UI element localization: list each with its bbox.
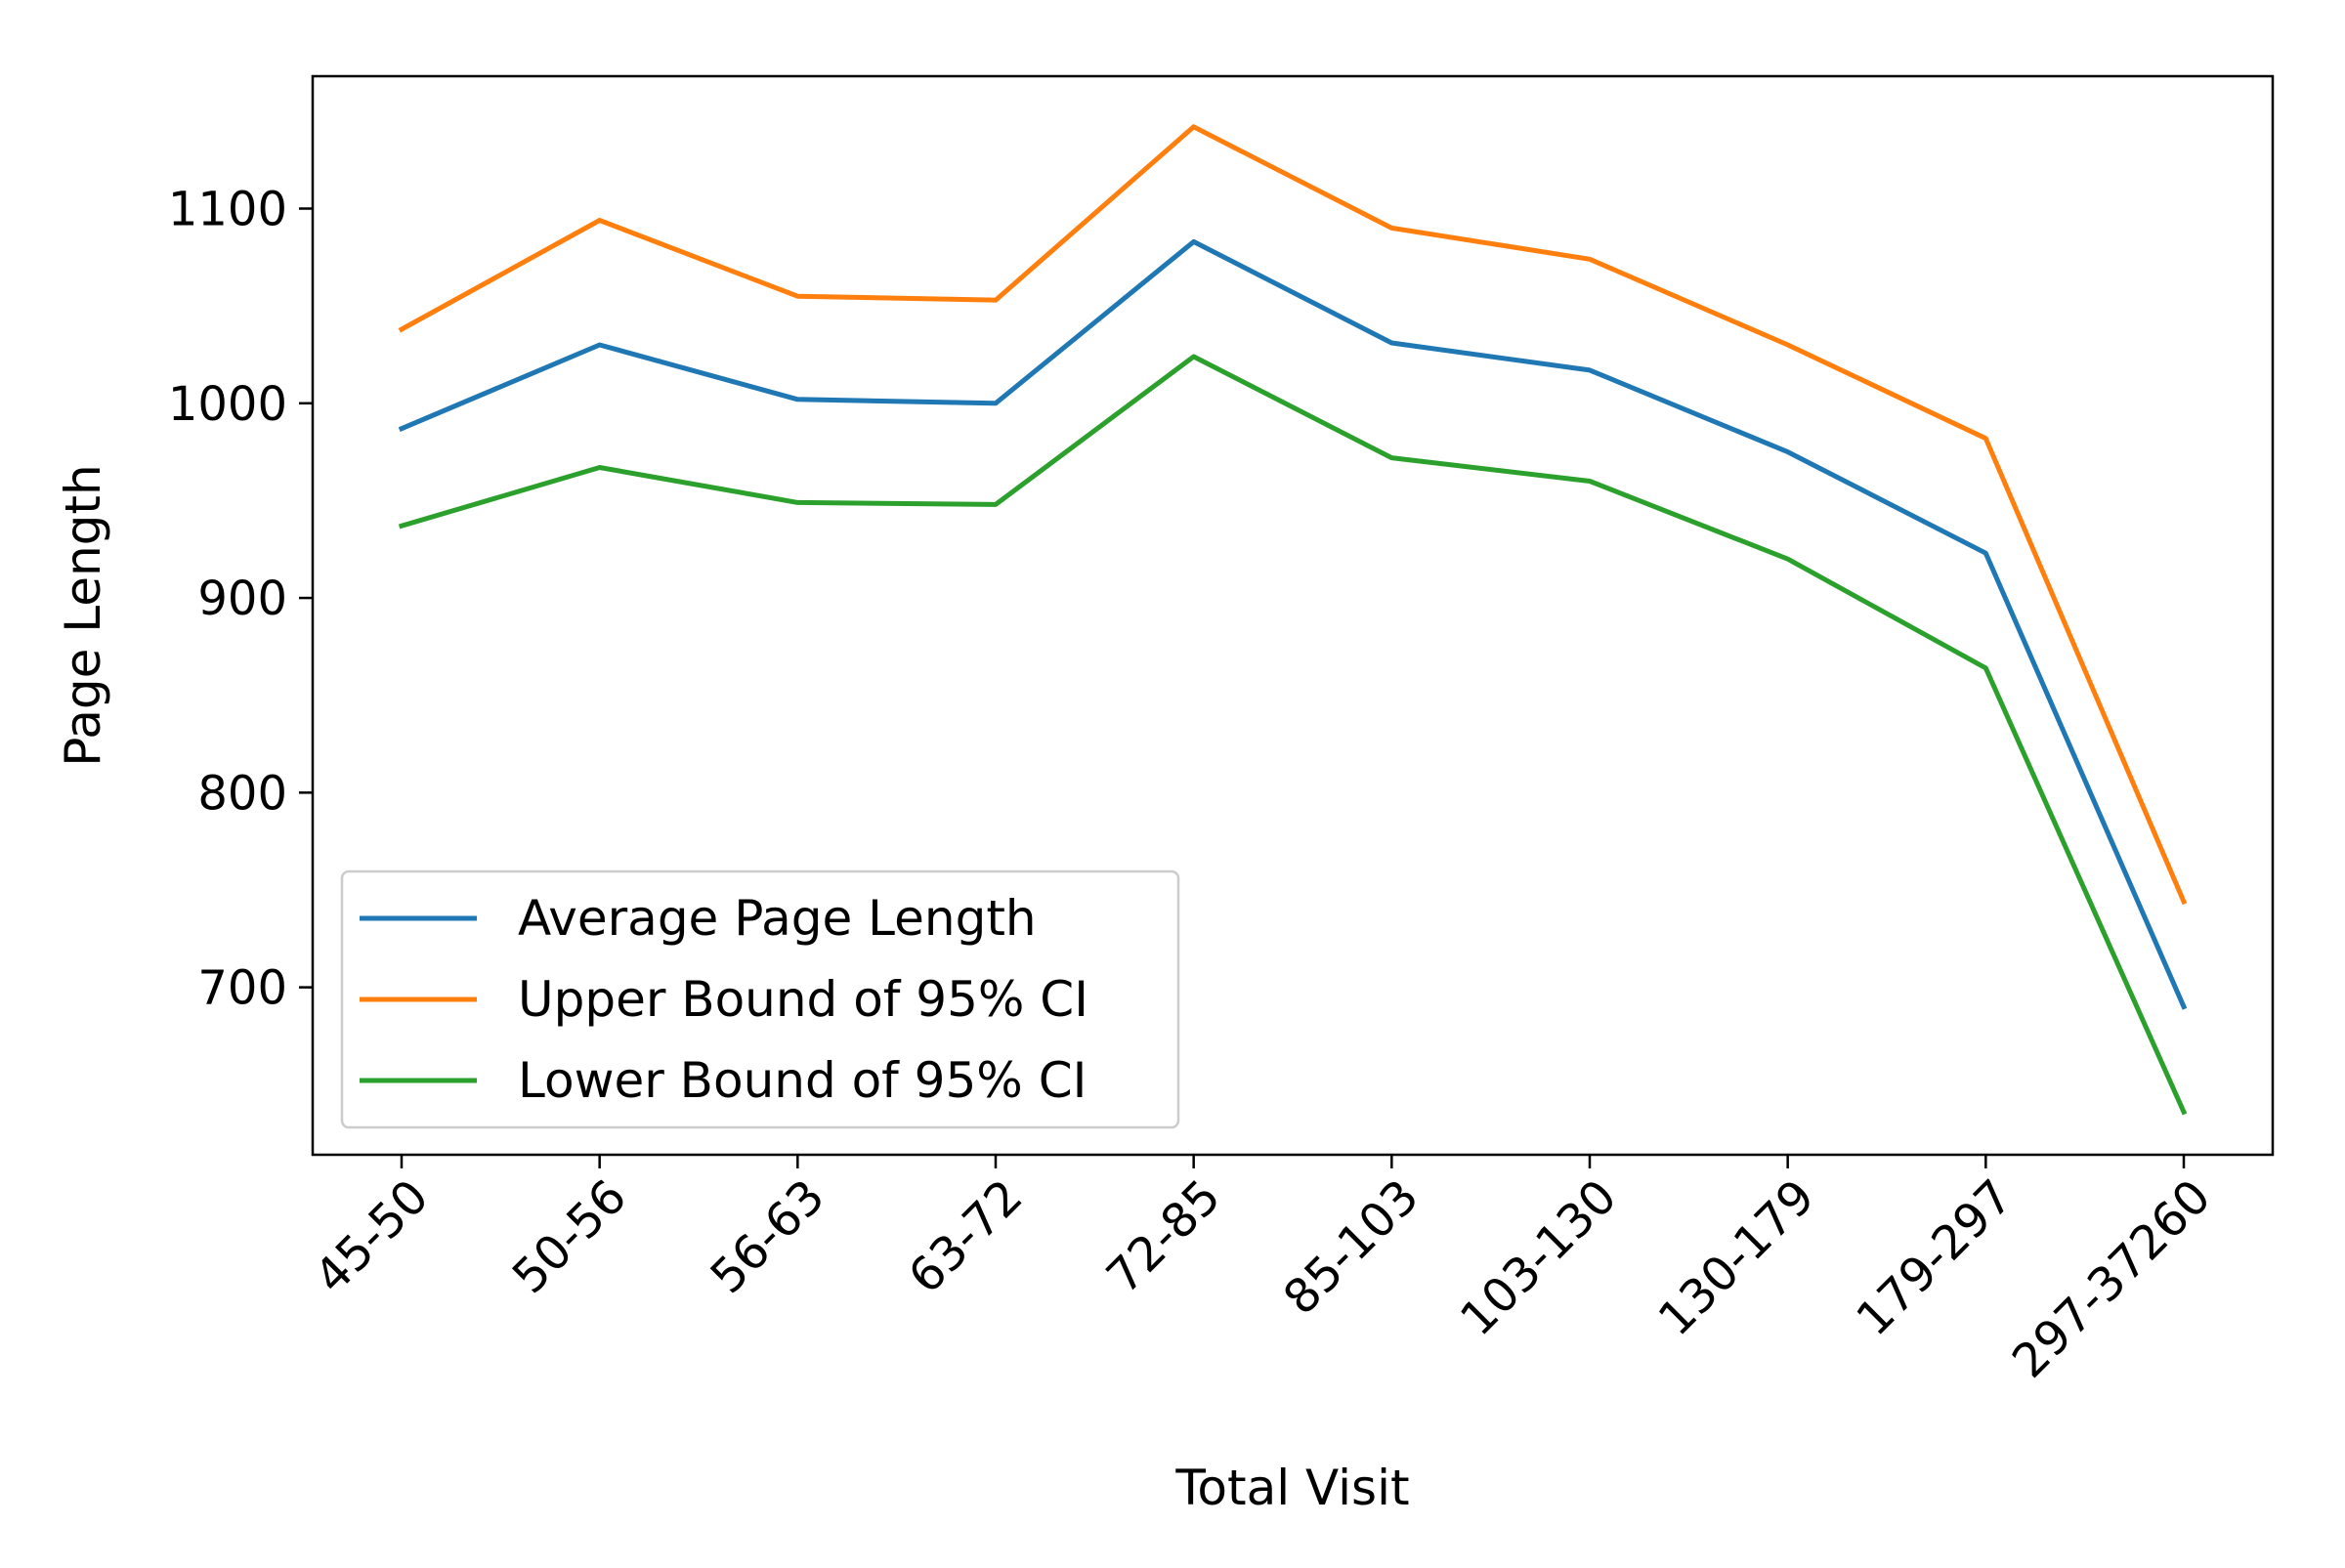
x-tick-label: 103-130 [1450, 1169, 1627, 1346]
x-tick-label: 63-72 [898, 1169, 1033, 1304]
series-line-2 [398, 124, 2188, 906]
series-line-3 [398, 354, 2188, 1116]
plot-frame [311, 74, 2275, 1157]
y-axis: 700 800 900 1000 1100 [168, 183, 313, 1016]
x-tick-label: 45-50 [304, 1169, 439, 1304]
y-tick-label: 800 [197, 766, 287, 821]
legend-label-2: Upper Bound of 95% CI [518, 971, 1088, 1028]
legend-box [340, 869, 1180, 1129]
y-tick-label: 900 [197, 572, 287, 626]
legend-label-1: Average Page Length [518, 890, 1037, 947]
x-tick-label: 56-63 [701, 1169, 835, 1304]
x-tick-label: 85-103 [1273, 1169, 1429, 1326]
y-tick-label: 1000 [168, 377, 287, 432]
x-axis-label: Total Visit [1174, 1460, 1409, 1516]
x-tick-label: 179-297 [1846, 1169, 2023, 1346]
x-tick-label: 50-56 [502, 1169, 637, 1304]
y-tick-label: 1100 [168, 183, 287, 237]
legend-label-3: Lower Bound of 95% CI [518, 1052, 1087, 1109]
y-tick-label: 700 [197, 961, 287, 1016]
x-tick-label: 297-37260 [2002, 1169, 2222, 1389]
legend: Average Page Length Upper Bound of 95% CI… [340, 869, 1180, 1129]
x-tick-label: 130-179 [1648, 1169, 1825, 1346]
series-line-1 [398, 238, 2188, 1010]
plot-marks [398, 124, 2188, 1116]
y-axis-label: Page Length [55, 464, 111, 766]
x-axis: 45-50 50-56 56-63 63-72 72-85 85-103 103-130 13… [304, 1155, 2221, 1388]
x-tick-label: 72-85 [1096, 1169, 1231, 1304]
